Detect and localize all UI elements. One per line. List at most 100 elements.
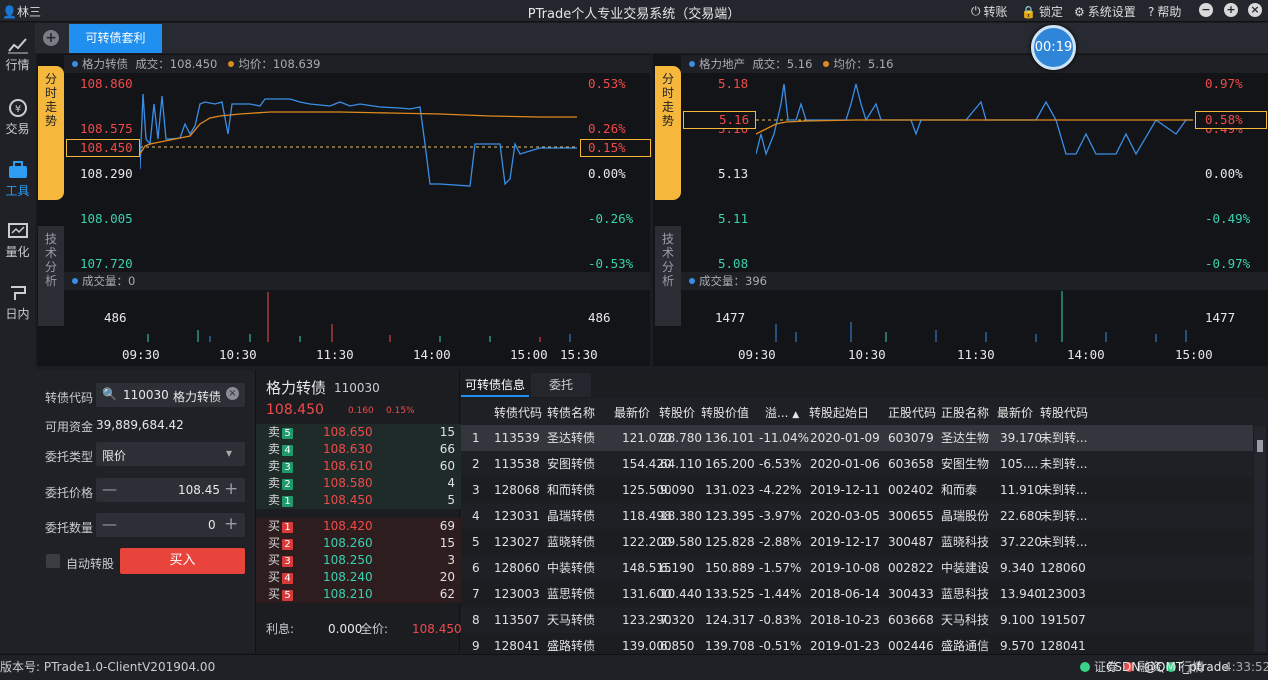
- col-stock-price[interactable]: 最新价: [997, 406, 1034, 420]
- col-convert-start[interactable]: 转股起始日: [809, 406, 870, 420]
- table-cell: 002822: [888, 561, 934, 575]
- search-icon: 🔍: [102, 387, 117, 401]
- bid-row[interactable]: 买 1 108.420 69: [256, 518, 461, 535]
- minus-icon[interactable]: —: [102, 480, 117, 498]
- minimize-button[interactable]: −: [1199, 3, 1213, 17]
- table-cell: 盛路转债: [547, 639, 596, 653]
- add-tab-icon[interactable]: +: [43, 30, 59, 46]
- table-cell: 148.515: [622, 561, 672, 575]
- order-type-select[interactable]: 限价 ▾: [96, 442, 245, 466]
- maximize-button[interactable]: +: [1224, 3, 1238, 17]
- sidebar-item-quant[interactable]: 量化: [0, 213, 35, 269]
- sidebar-item-intraday[interactable]: 日内: [0, 275, 35, 331]
- left-volume-header: 成交量：0: [64, 272, 650, 290]
- lock-menu[interactable]: 🔒 锁定: [1021, 4, 1063, 20]
- ask-row[interactable]: 卖 3 108.610 60: [256, 458, 461, 475]
- table-cell: 6.850: [660, 639, 695, 653]
- tab-technical-left[interactable]: 技术分析: [38, 226, 64, 326]
- col-stock-code[interactable]: 正股代码: [888, 406, 937, 420]
- right-pct-label: 0.00%: [1205, 166, 1243, 181]
- ask-row[interactable]: 卖 4 108.630 66: [256, 441, 461, 458]
- col-bond-name[interactable]: 转债名称: [547, 406, 596, 420]
- ask-row[interactable]: 卖 2 108.580 4: [256, 475, 461, 492]
- left-current-price-marker: 108.450: [66, 139, 140, 157]
- col-last-price[interactable]: 最新价: [614, 406, 651, 420]
- code-input[interactable]: 🔍 110030 格力转债 ×: [96, 383, 245, 407]
- col-convert-price[interactable]: 转股价: [659, 406, 696, 420]
- bid-row[interactable]: 买 3 108.250 3: [256, 552, 461, 569]
- table-cell: 29.580: [660, 535, 702, 549]
- intraday-icon: [10, 286, 26, 300]
- table-cell: 123027: [494, 535, 540, 549]
- plus-icon[interactable]: +: [224, 514, 239, 534]
- table-cell: 5: [472, 535, 480, 549]
- sidebar-item-tools[interactable]: 工具: [0, 152, 35, 208]
- close-button[interactable]: ×: [1248, 3, 1262, 17]
- bid-row[interactable]: 买 4 108.240 20: [256, 569, 461, 586]
- ask-row[interactable]: 卖 1 108.450 5: [256, 492, 461, 509]
- left-chart-header: 格力转债 成交：108.450 均价：108.639: [64, 55, 650, 73]
- table-cell: 盛路通信: [941, 639, 990, 653]
- table-header: [461, 398, 1268, 425]
- table-cell: 123.290: [622, 613, 672, 627]
- table-row[interactable]: 8 113507 天马转债 123.290 7.320 124.317 -0.83% 2018…: [461, 607, 1253, 633]
- code-label: 转债代码: [45, 391, 94, 405]
- tab-timeshare-left[interactable]: 分时走势: [38, 66, 64, 200]
- bid-row[interactable]: 买 5 108.210 62: [256, 586, 461, 603]
- price-stepper[interactable]: — 108.45 +: [96, 478, 245, 502]
- settings-menu[interactable]: ⚙ 系统设置: [1074, 4, 1136, 20]
- minus-icon[interactable]: —: [102, 515, 117, 533]
- sidebar-item-trade[interactable]: ¥ 交易: [0, 90, 35, 146]
- ask-row[interactable]: 卖 5 108.650 15: [256, 424, 461, 441]
- countdown-timer[interactable]: 00:19: [1031, 25, 1076, 70]
- table-cell: 191507: [1040, 613, 1086, 627]
- plus-icon[interactable]: +: [224, 479, 239, 499]
- table-cell: 28.780: [660, 431, 702, 445]
- funds-value: 39,889,684.42: [96, 418, 184, 432]
- table-row[interactable]: 3 128068 和而转债 125.500 9.090 131.023 -4.22% 2019…: [461, 477, 1253, 503]
- col-convert-value[interactable]: 转股价值: [701, 406, 750, 420]
- table-scrollbar[interactable]: [1254, 426, 1266, 652]
- col-stock-name[interactable]: 正股名称: [941, 406, 990, 420]
- table-cell: 未到转...: [1040, 457, 1088, 471]
- col-bond-code[interactable]: 转债代码: [494, 406, 543, 420]
- table-cell: 300487: [888, 535, 934, 549]
- tab-entrust[interactable]: 委托: [531, 373, 591, 397]
- buy-button[interactable]: 买入: [120, 548, 245, 574]
- full-price-label: 全价:: [360, 622, 389, 636]
- table-row[interactable]: 4 123031 晶瑞转债 118.498 18.380 123.395 -3.97% 202…: [461, 503, 1253, 529]
- left-price-label: 108.005: [80, 211, 133, 226]
- clear-icon[interactable]: ×: [226, 387, 239, 400]
- tab-bond-info[interactable]: 可转债信息: [461, 373, 529, 397]
- table-row[interactable]: 5 123027 蓝晓转债 122.200 29.580 125.828 -2.88% 201…: [461, 529, 1253, 555]
- table-cell: 圣达转债: [547, 431, 596, 445]
- help-menu[interactable]: ? 帮助: [1148, 4, 1182, 20]
- table-row[interactable]: 1 113539 圣达转债 121.070 28.780 136.101 -11.04% 20…: [461, 425, 1253, 451]
- table-cell: 121.070: [622, 431, 672, 445]
- table-cell: 中装转债: [547, 561, 596, 575]
- scrollbar-thumb[interactable]: [1257, 440, 1263, 452]
- bid-row[interactable]: 买 2 108.260 15: [256, 535, 461, 552]
- right-time-label: 15:00: [1175, 347, 1213, 362]
- quote-price: 108.450: [266, 402, 324, 418]
- table-row[interactable]: 2 113538 安图转债 154.420 64.110 165.200 -6.53% 202…: [461, 451, 1253, 477]
- table-row[interactable]: 7 123003 蓝思转债 131.600 10.440 133.525 -1.44% 201…: [461, 581, 1253, 607]
- table-row[interactable]: 6 128060 中装转债 148.515 6.190 150.889 -1.57% 2019…: [461, 555, 1253, 581]
- col-premium[interactable]: 溢... ▲: [765, 406, 800, 420]
- qty-stepper[interactable]: — 0 +: [96, 513, 245, 537]
- transfer-menu[interactable]: ⏻ 转账: [971, 4, 1008, 19]
- tab-convertible-arbitrage[interactable]: 可转债套利: [69, 24, 162, 53]
- right-volume-header: 成交量：396: [681, 272, 1268, 290]
- tab-timeshare-right[interactable]: 分时走势: [655, 66, 681, 200]
- table-cell: 165.200: [705, 457, 755, 471]
- auto-convert-checkbox[interactable]: [46, 554, 60, 568]
- sidebar-item-market[interactable]: 行情: [0, 28, 35, 84]
- table-cell: 22.680: [1000, 509, 1042, 523]
- qty-label: 委托数量: [45, 521, 94, 535]
- col-convert-code[interactable]: 转股代码: [1040, 406, 1089, 420]
- tab-technical-right[interactable]: 技术分析: [655, 226, 681, 326]
- table-cell: 9: [472, 639, 480, 653]
- user-name[interactable]: 👤林三: [2, 5, 41, 19]
- right-volume-chart: [775, 291, 1187, 342]
- table-cell: 2020-03-05: [810, 509, 880, 523]
